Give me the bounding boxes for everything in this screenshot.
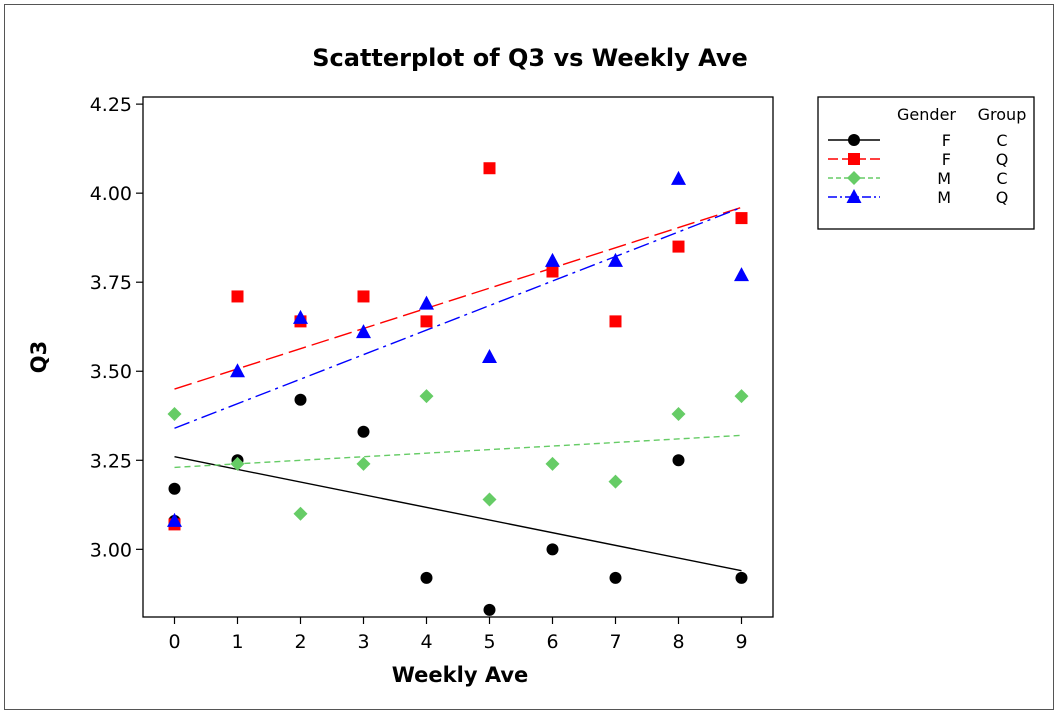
legend-group: Q <box>996 188 1009 207</box>
legend-group: C <box>996 131 1007 150</box>
point-m-c <box>482 492 497 507</box>
point-m-c <box>230 456 245 471</box>
legend-header-gender: Gender <box>897 105 956 124</box>
point-f-c <box>609 571 622 584</box>
point-m-c <box>419 389 434 404</box>
x-tick-label: 8 <box>672 631 684 653</box>
legend-gender: F <box>942 131 951 150</box>
point-f-q <box>420 315 433 328</box>
point-m-q <box>356 324 371 339</box>
point-f-q <box>672 240 685 253</box>
point-f-c <box>357 425 370 438</box>
point-m-q <box>671 170 686 185</box>
x-tick-label: 2 <box>294 631 306 653</box>
point-f-q <box>357 290 370 303</box>
x-axis-label: Weekly Ave <box>392 663 529 687</box>
point-f-q <box>231 290 244 303</box>
chart-title: Scatterplot of Q3 vs Weekly Ave <box>312 44 748 72</box>
fit-line-m-q <box>174 206 742 429</box>
fit-line-f-q <box>174 206 742 390</box>
point-m-q <box>545 252 560 267</box>
point-f-c <box>672 454 685 467</box>
point-m-q <box>734 267 749 282</box>
legend-marker <box>847 171 861 185</box>
y-tick-label: 3.00 <box>90 539 132 561</box>
x-tick-label: 0 <box>168 631 180 653</box>
point-m-q <box>419 295 434 310</box>
point-f-q <box>735 212 748 225</box>
legend-header-group: Group <box>978 105 1027 124</box>
fit-lines <box>174 206 742 572</box>
y-tick-label: 3.25 <box>90 450 132 472</box>
y-axis-label: Q3 <box>27 341 51 373</box>
point-m-c <box>545 456 560 471</box>
legend-marker <box>848 153 860 165</box>
y-tick-label: 4.00 <box>90 183 132 205</box>
point-f-q <box>483 162 496 175</box>
point-f-c <box>483 603 496 616</box>
legend-group: C <box>996 169 1007 188</box>
point-f-c <box>294 393 307 406</box>
fit-line-f-c <box>174 456 742 572</box>
x-axis: 0 1 2 3 4 5 6 7 8 9 <box>168 617 748 653</box>
x-tick-label: 1 <box>231 631 243 653</box>
x-tick-label: 9 <box>735 631 747 653</box>
legend-gender: M <box>937 169 951 188</box>
y-tick-label: 3.75 <box>90 272 132 294</box>
legend-gender: F <box>942 150 951 169</box>
point-m-q <box>608 252 623 267</box>
x-tick-label: 7 <box>609 631 621 653</box>
data-points <box>167 162 749 616</box>
legend-group: Q <box>996 150 1009 169</box>
point-m-c <box>356 456 371 471</box>
point-m-q <box>482 349 497 363</box>
point-f-c <box>546 543 559 556</box>
point-f-q <box>609 315 622 328</box>
x-tick-label: 5 <box>483 631 495 653</box>
legend: Gender Group F CF QM CM Q <box>817 96 1035 230</box>
point-m-c <box>293 506 308 521</box>
x-tick-label: 4 <box>420 631 432 653</box>
y-axis: 3.00 3.25 3.50 3.75 4.00 4.25 <box>90 94 143 561</box>
point-f-q <box>546 265 559 278</box>
point-m-q <box>293 309 308 324</box>
point-m-c <box>608 474 623 489</box>
point-m-q <box>167 512 182 527</box>
point-f-c <box>420 571 433 584</box>
y-tick-label: 4.25 <box>90 94 132 116</box>
plot-area <box>142 96 774 618</box>
y-tick-label: 3.50 <box>90 361 132 383</box>
legend-marker <box>848 134 860 146</box>
point-m-c <box>671 406 686 421</box>
x-tick-label: 3 <box>357 631 369 653</box>
legend-marker <box>846 189 862 203</box>
fit-line-m-c <box>174 434 742 469</box>
point-m-c <box>734 389 749 404</box>
point-f-c <box>168 482 181 495</box>
point-m-c <box>167 406 182 421</box>
legend-gender: M <box>937 188 951 207</box>
x-tick-label: 6 <box>546 631 558 653</box>
point-f-c <box>735 571 748 584</box>
point-m-q <box>230 363 245 378</box>
